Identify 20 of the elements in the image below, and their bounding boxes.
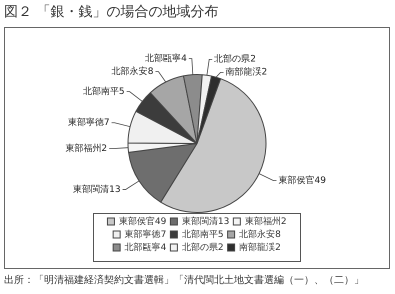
- text: 出所：「明清福建経済契約文書選輯」「清代閩北土地文書選編（一）、（二）」: [4, 274, 364, 287]
- legend-label: 東部寧徳7: [124, 228, 166, 240]
- slice-label: 東部寧徳7: [68, 117, 110, 128]
- legend-label: 東部福州2: [244, 216, 287, 227]
- legend-label: 北部永安8: [239, 228, 282, 240]
- slice-label: 南部龍渓2: [226, 66, 268, 78]
- slice-label: 東部福州2: [65, 143, 108, 154]
- slice-label: 東部侯官49: [278, 174, 326, 186]
- legend-label: 北部の県2: [182, 242, 224, 253]
- chart-title: 図２ 「銀・銭」の場合の地域分布: [4, 3, 218, 21]
- legend-label: 東部閩清13: [182, 216, 230, 227]
- slice-label: 北部の県2: [214, 54, 256, 65]
- legend-label: 東部侯官49: [118, 216, 167, 227]
- legend-label: 南部龍渓2: [239, 242, 281, 253]
- slice-label: 東部閩清13: [73, 184, 121, 195]
- slice-label: 北部甌寧4: [145, 53, 188, 64]
- slice-label: 北部南平5: [82, 86, 125, 97]
- legend-label: 北部南平5: [182, 228, 224, 240]
- slice-label: 北部永安8: [112, 66, 154, 77]
- legend-label: 北部甌寧4: [124, 242, 167, 253]
